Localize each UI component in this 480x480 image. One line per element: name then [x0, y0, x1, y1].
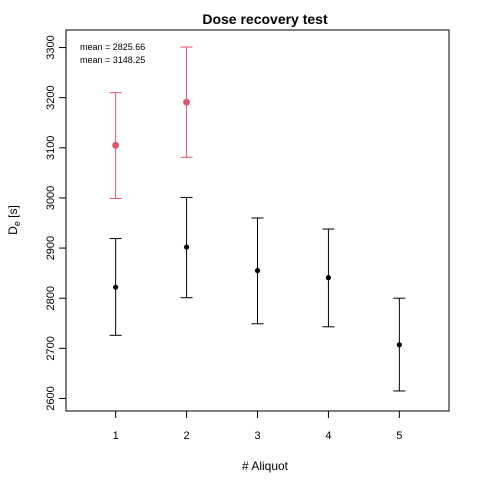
y-tick-label: 2900	[45, 236, 57, 260]
y-tick-label: 2700	[45, 336, 57, 360]
data-point-0-3	[325, 275, 332, 281]
data-point-0-4	[396, 342, 402, 348]
x-axis-label: # Aliquot	[242, 459, 289, 473]
y-axis-label-sub: e	[12, 221, 22, 226]
chart-title: Dose recovery test	[202, 11, 328, 27]
mean-annotation-1: mean = 3148.25	[80, 55, 145, 65]
y-axis-label-main: D	[6, 226, 20, 235]
x-axis: 1 2 3 4 5	[113, 411, 402, 442]
data-point-1-0	[112, 141, 120, 149]
y-tick-label: 3000	[45, 186, 57, 210]
data-point-0-2	[254, 268, 261, 274]
mean-annotations: mean = 2825.66 mean = 3148.25	[80, 42, 145, 65]
x-tick-label: 2	[184, 430, 190, 442]
y-tick-label: 2600	[45, 386, 57, 410]
y-axis-label-unit: [s]	[6, 205, 20, 221]
y-tick-label: 2800	[45, 286, 57, 310]
y-tick-label: 3200	[45, 85, 57, 109]
y-tick-label: 3100	[45, 136, 57, 160]
x-tick-label: 3	[254, 430, 260, 442]
x-tick-label: 1	[113, 430, 119, 442]
y-axis: 2600 2700 2800 2900 3000 3100 3200 3300	[45, 35, 66, 411]
x-tick-label: 4	[325, 430, 331, 442]
data-marks	[109, 46, 406, 392]
data-point-0-1	[183, 244, 190, 250]
y-axis-label: De [s]	[6, 205, 22, 235]
y-tick-label: 3300	[45, 35, 57, 59]
mean-annotation-0: mean = 2825.66	[80, 42, 145, 52]
x-tick-label: 5	[396, 430, 402, 442]
data-point-1-1	[183, 98, 190, 106]
data-point-0-0	[113, 284, 119, 290]
